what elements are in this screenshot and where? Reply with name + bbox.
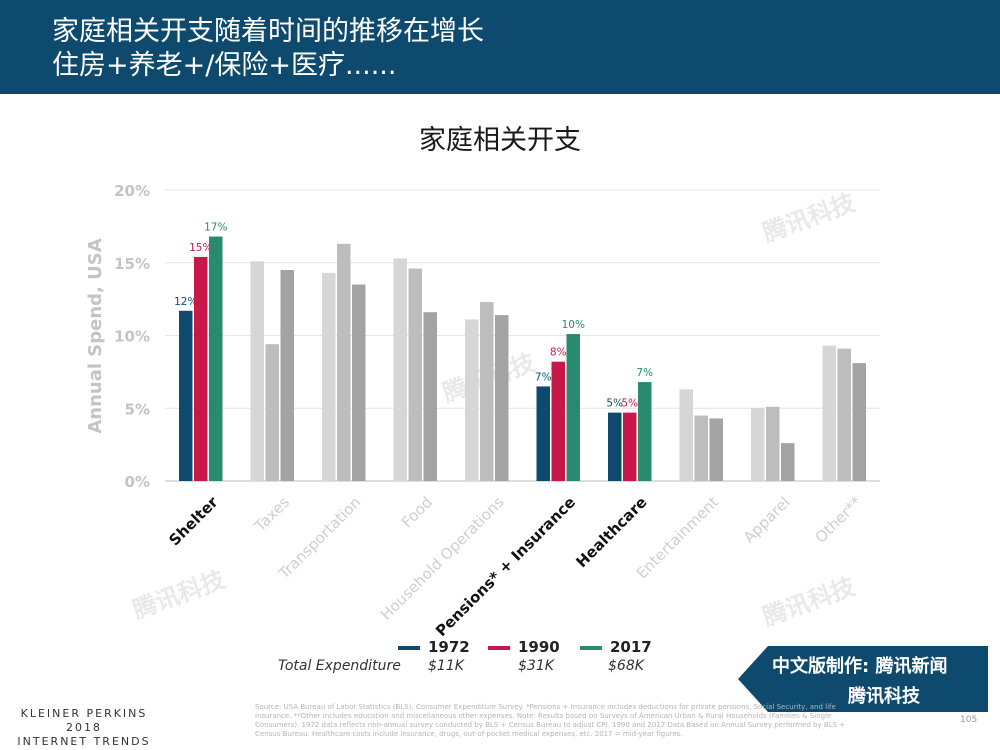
data-label: 7%: [636, 367, 653, 379]
x-tick-label: Shelter: [165, 493, 222, 550]
bar-1972: [679, 389, 693, 481]
data-label: 17%: [204, 222, 227, 234]
data-label: 10%: [562, 319, 585, 331]
x-tick-label: Healthcare: [572, 493, 650, 571]
bar-2017: [280, 270, 294, 481]
data-label: 15%: [189, 242, 212, 254]
bar-2017: [209, 236, 223, 481]
chart-title: 家庭相关开支: [419, 125, 581, 156]
slide-title-line-2: 住房+养老+/保险+医疗......: [52, 50, 397, 81]
brand-line-2: 腾讯科技: [848, 686, 920, 707]
total-expenditure-label: Total Expenditure: [278, 658, 401, 674]
slide-title-line-1: 家庭相关开支随着时间的推移在增长: [52, 16, 484, 47]
y-tick-label: 5%: [125, 400, 150, 418]
bar-1972: [393, 258, 407, 481]
data-label: 12%: [174, 296, 197, 308]
x-tick-label: Household Operations: [377, 493, 508, 624]
bar-1990: [265, 344, 279, 481]
bar-1972: [751, 408, 765, 481]
bar-2017: [423, 312, 437, 481]
data-label: 5%: [606, 398, 623, 410]
bar-2017: [566, 334, 580, 481]
total-1990: $31K: [518, 658, 554, 674]
brand-line-1: 中文版制作: 腾讯新闻: [772, 656, 948, 677]
y-tick-label: 10%: [114, 328, 150, 346]
legend-swatch: [488, 645, 510, 650]
page-number: 105: [960, 715, 978, 725]
bar-1990: [623, 412, 637, 481]
bar-1972: [536, 386, 550, 481]
legend-item-2017: 2017: [580, 638, 652, 656]
bar-1990: [837, 348, 851, 481]
bar-chart: 0% 5% 10% 15% 20% Annual Spend, USA 12% 15% 17% S…: [85, 182, 880, 640]
x-tick-label: Food: [398, 493, 436, 531]
bar-1990: [766, 406, 780, 481]
x-tick-label: Pensions* + Insurance: [432, 493, 579, 640]
bar-1972: [465, 319, 479, 481]
y-tick-label: 15%: [114, 255, 150, 273]
data-label: 8%: [550, 347, 567, 359]
legend-swatch: [580, 645, 602, 650]
x-tick-label: Other**: [812, 493, 866, 547]
bar-1990: [408, 268, 422, 481]
legend-item-1972: 1972: [398, 638, 470, 656]
y-tick-label: 20%: [114, 182, 150, 200]
legend-item-1990: 1990: [488, 638, 560, 656]
total-1972: $11K: [428, 658, 464, 674]
y-tick-label: 0%: [125, 473, 150, 491]
bar-2017: [709, 418, 723, 481]
bar-1990: [551, 361, 565, 481]
bar-2017: [352, 284, 366, 481]
bar-1990: [337, 243, 351, 481]
bar-1990: [194, 256, 208, 481]
total-2017: $68K: [608, 658, 644, 674]
legend-swatch: [398, 645, 420, 650]
kleiner-perkins-logo: KLEINER PERKINS 2018 INTERNET TRENDS: [17, 707, 151, 748]
bar-2017: [852, 363, 866, 481]
bar-2017: [638, 382, 652, 481]
x-tick-label: Taxes: [250, 493, 293, 536]
brand-badge: 中文版制作: 腾讯新闻 腾讯科技: [738, 646, 988, 712]
legend: Total Expenditure 1972 $11K 1990 $31K 20…: [268, 636, 688, 680]
bar-1990: [480, 302, 494, 481]
bar-1972: [322, 272, 336, 481]
bar-1972: [608, 412, 622, 481]
bar-2017: [495, 315, 509, 481]
bar-2017: [781, 443, 795, 481]
bar-1972: [822, 345, 836, 481]
bar-1972: [179, 310, 193, 481]
source-note: Source: USA Bureau of Labor Statistics (…: [255, 703, 846, 738]
y-axis-label: Annual Spend, USA: [85, 238, 106, 433]
bar-1990: [694, 415, 708, 481]
x-tick-label: Apparel: [740, 493, 794, 547]
data-label: 7%: [535, 371, 552, 383]
bar-1972: [250, 261, 264, 481]
header-bar: 家庭相关开支随着时间的推移在增长 住房+养老+/保险+医疗......: [0, 0, 1000, 94]
data-label: 5%: [621, 398, 638, 410]
